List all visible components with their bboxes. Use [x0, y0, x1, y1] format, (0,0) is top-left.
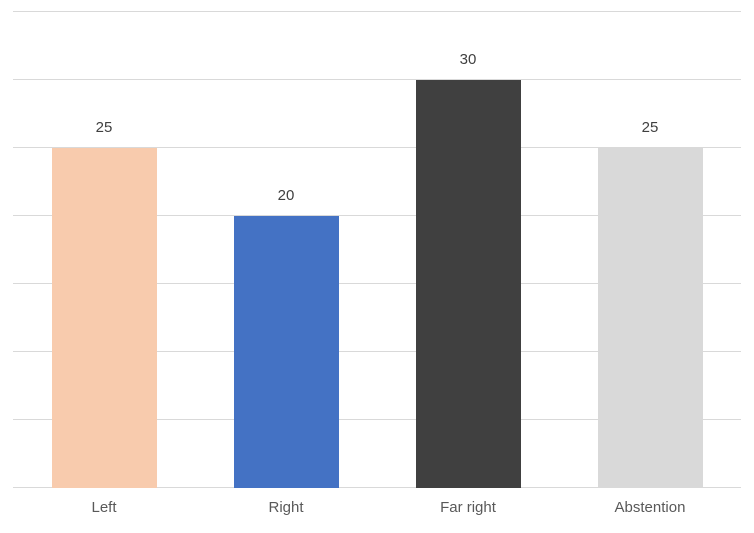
bar-right	[233, 216, 339, 488]
gridline-20	[13, 215, 741, 216]
gridline-5	[13, 419, 741, 420]
gridline-35	[13, 11, 741, 12]
gridline-15	[13, 283, 741, 284]
bars-container: 25 20 30 25	[13, 12, 741, 488]
data-label-far-right: 30	[459, 51, 477, 68]
bar-slot-far-right: 30	[377, 12, 559, 488]
gridlines	[13, 11, 741, 488]
plot-area: 25 20 30 25	[13, 11, 741, 488]
bar-slot-abstention: 25	[559, 12, 741, 488]
data-label-left: 25	[95, 119, 113, 136]
x-axis-label-left: Left	[91, 499, 117, 516]
data-label-right: 20	[277, 187, 295, 204]
gridline-10	[13, 351, 741, 352]
x-axis-line	[13, 487, 741, 488]
gridline-25	[13, 147, 741, 148]
gridline-30	[13, 79, 741, 80]
x-axis-label-abstention: Abstention	[614, 499, 686, 516]
x-axis-label-far-right: Far right	[440, 499, 496, 516]
data-label-abstention: 25	[641, 119, 659, 136]
x-axis-labels: Left Right Far right Abstention	[13, 499, 741, 517]
bar-far-right	[415, 80, 521, 488]
bar-slot-right: 20	[195, 12, 377, 488]
bar-abstention	[597, 148, 703, 488]
x-axis-label-right: Right	[268, 499, 304, 516]
bar-left	[51, 148, 157, 488]
bar-slot-left: 25	[13, 12, 195, 488]
